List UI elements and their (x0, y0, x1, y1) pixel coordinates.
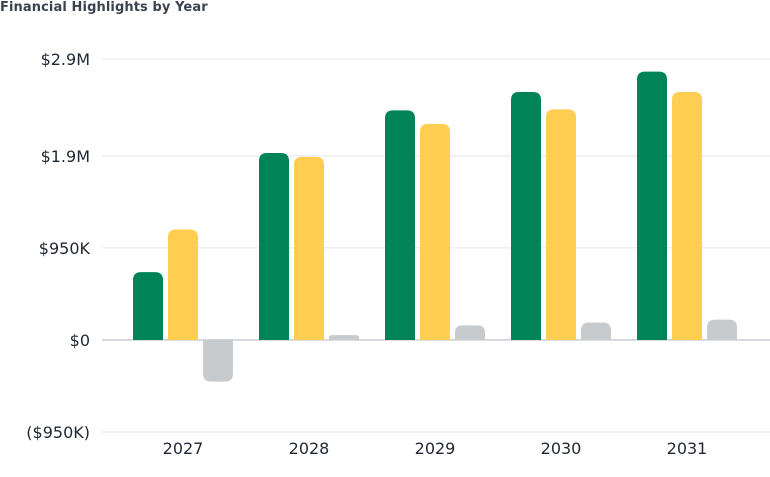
x-tick-label: 2027 (163, 439, 204, 458)
chart-title: Financial Highlights by Year (0, 0, 208, 15)
bar-2027-series-3 (203, 339, 233, 382)
bar-2031-series-2 (672, 91, 702, 340)
x-tick-label: 2031 (667, 439, 708, 458)
bar-2029-series-2 (420, 123, 450, 340)
bars (133, 71, 737, 382)
y-tick-label: ($950K) (26, 423, 90, 442)
y-tick-label: $0 (70, 331, 90, 350)
bar-2028-series-1 (259, 152, 289, 340)
bar-2030-series-1 (511, 91, 541, 340)
x-tick-label: 2030 (541, 439, 582, 458)
y-tick-label: $950K (39, 239, 91, 258)
bar-2031-series-3 (707, 319, 737, 340)
y-tick-label: $2.9M (41, 50, 90, 69)
bar-2030-series-2 (546, 109, 576, 340)
x-tick-label: 2029 (415, 439, 456, 458)
x-tick-label: 2028 (289, 439, 330, 458)
bar-2028-series-3 (329, 335, 359, 340)
bar-2028-series-2 (294, 156, 324, 340)
bar-2029-series-1 (385, 110, 415, 340)
bar-2027-series-2 (168, 229, 198, 340)
bar-2029-series-3 (455, 325, 485, 340)
x-axis-ticks: 2027 2028 2029 2030 2031 (163, 439, 708, 458)
y-axis-ticks: $2.9M $1.9M $950K $0 ($950K) (26, 50, 90, 442)
bar-2031-series-1 (637, 71, 667, 340)
bar-2027-series-1 (133, 272, 163, 340)
y-tick-label: $1.9M (41, 147, 90, 166)
bar-2030-series-3 (581, 322, 611, 340)
